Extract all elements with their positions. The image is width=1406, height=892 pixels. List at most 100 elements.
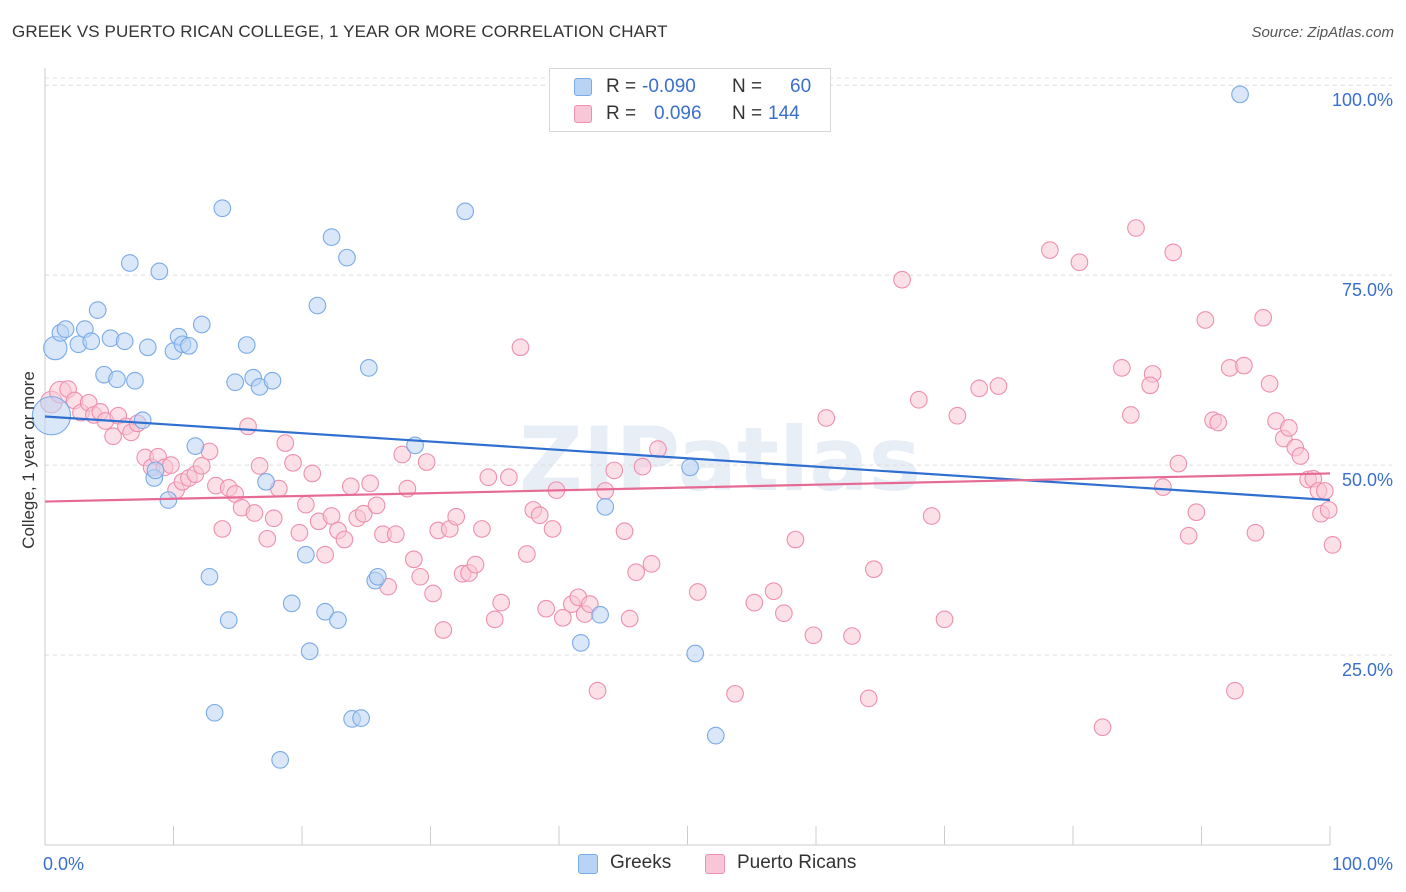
puerto-ricans-point <box>511 338 530 357</box>
puerto-ricans-point <box>264 509 283 528</box>
puerto-ricans-point <box>1280 419 1298 437</box>
puerto-ricans-point <box>485 610 504 629</box>
puerto-ricans-point <box>473 520 491 538</box>
puerto-ricans-point <box>893 270 911 289</box>
greeks-point <box>108 370 126 389</box>
puerto-ricans-point <box>434 621 453 639</box>
greeks-point <box>456 202 475 221</box>
greeks-point <box>186 437 205 455</box>
puerto-ricans-point <box>335 530 354 549</box>
legend-label-puerto-ricans: Puerto Ricans <box>737 852 857 873</box>
puerto-ricans-point <box>341 477 360 496</box>
puerto-ricans-point <box>1260 374 1279 393</box>
greeks-point <box>1231 85 1249 104</box>
puerto-ricans-point <box>909 390 928 409</box>
data-points <box>31 74 1342 769</box>
puerto-ricans-point <box>250 457 269 475</box>
puerto-ricans-point <box>1254 308 1273 327</box>
puerto-ricans-point <box>649 440 667 458</box>
greeks-point <box>706 726 725 745</box>
puerto-ricans-point <box>1291 447 1310 465</box>
puerto-ricans-point <box>1196 311 1215 329</box>
puerto-ricans-point <box>688 583 707 601</box>
puerto-ricans-point <box>290 523 309 542</box>
puerto-ricans-point <box>500 468 518 487</box>
puerto-ricans-point <box>1235 356 1253 375</box>
greeks-point <box>219 611 238 629</box>
puerto-ricans-point <box>192 457 211 475</box>
n-label: N = <box>732 103 763 124</box>
greeks-point <box>271 751 290 769</box>
puerto-ricans-point <box>316 545 334 564</box>
greeks-swatch <box>578 854 598 874</box>
greeks-point <box>681 458 699 477</box>
greeks-point <box>297 545 315 564</box>
puerto-ricans-point <box>588 681 607 700</box>
puerto-ricans-point <box>1209 413 1228 432</box>
puerto-ricans-point <box>393 445 412 464</box>
puerto-ricans-point <box>1112 358 1131 377</box>
greeks-point <box>322 228 341 247</box>
puerto-ricans-point <box>786 530 805 549</box>
greeks-point <box>316 602 334 621</box>
puerto-ricans-point <box>1164 243 1183 262</box>
puerto-ricans-point <box>1127 219 1145 237</box>
greeks-point <box>338 248 356 267</box>
puerto-ricans-point <box>1154 478 1172 496</box>
greeks-trend-line <box>44 415 1331 502</box>
greeks-swatch <box>574 78 592 96</box>
puerto-ricans-point <box>284 453 302 472</box>
puerto-ricans-point <box>775 604 793 623</box>
puerto-ricans-point <box>948 406 967 425</box>
puerto-ricans-point <box>1226 681 1244 700</box>
puerto-ricans-point <box>580 595 599 613</box>
puerto-ricans-point <box>1319 501 1338 519</box>
puerto-ricans-point <box>620 609 639 628</box>
puerto-ricans-point <box>303 464 322 483</box>
greeks-point <box>200 567 219 586</box>
greeks-point <box>329 611 347 629</box>
puerto-ricans-point <box>596 482 615 500</box>
r-value: 0.096 <box>654 103 702 124</box>
puerto-ricans-point <box>213 520 232 538</box>
puerto-ricans-point <box>276 434 295 452</box>
greeks-point <box>226 373 245 392</box>
puerto-ricans-point <box>1093 718 1112 737</box>
puerto-ricans-point <box>479 468 498 487</box>
greeks-point <box>352 709 370 727</box>
puerto-ricans-point <box>530 506 549 525</box>
greeks-point <box>150 262 169 281</box>
puerto-ricans-point <box>1179 526 1198 545</box>
n-label: N = <box>732 76 763 97</box>
puerto-ricans-point <box>922 507 941 525</box>
greeks-point <box>257 472 275 491</box>
greeks-point <box>686 644 705 663</box>
greeks-point <box>126 371 144 390</box>
puerto-ricans-point <box>417 453 436 471</box>
puerto-ricans-point <box>627 563 645 582</box>
greeks-point <box>213 199 232 218</box>
puerto-ricans-point <box>537 599 556 618</box>
r-value: -0.090 <box>642 76 696 97</box>
y-tick-label: 25.0% <box>1342 660 1393 680</box>
greeks-point <box>88 301 107 319</box>
axes <box>44 68 1331 846</box>
puerto-ricans-point <box>322 507 341 525</box>
puerto-ricans-point <box>764 582 783 601</box>
puerto-ricans-point <box>605 461 624 480</box>
greeks-point <box>591 605 609 624</box>
puerto-ricans-point <box>518 545 536 563</box>
puerto-ricans-point <box>1246 523 1265 542</box>
puerto-ricans-point <box>1169 454 1188 473</box>
greeks-point <box>146 461 165 480</box>
y-tick-label: 50.0% <box>1342 470 1393 490</box>
puerto-ricans-point <box>1041 241 1059 259</box>
source-label: Source: ZipAtlas.com <box>1251 24 1394 41</box>
n-value: 60 <box>790 76 812 97</box>
trend-lines <box>44 415 1331 503</box>
greeks-point <box>120 254 139 272</box>
puerto-ricans-swatch <box>705 854 725 874</box>
puerto-ricans-point <box>354 504 373 523</box>
puerto-ricans-point <box>245 504 264 522</box>
greeks-point <box>115 332 134 351</box>
